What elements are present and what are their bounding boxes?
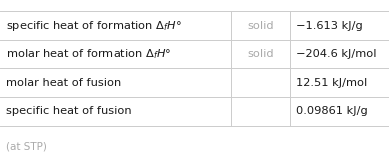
- Text: (at STP): (at STP): [6, 141, 47, 151]
- Text: specific heat of fusion: specific heat of fusion: [6, 106, 131, 116]
- Text: −1.613 kJ/g: −1.613 kJ/g: [296, 21, 363, 31]
- Text: solid: solid: [247, 21, 274, 31]
- Text: −204.6 kJ/mol: −204.6 kJ/mol: [296, 49, 376, 59]
- Text: 12.51 kJ/mol: 12.51 kJ/mol: [296, 78, 367, 88]
- Text: molar heat of fusion: molar heat of fusion: [6, 78, 121, 88]
- Text: specific heat of formation $\Delta_f H°$: specific heat of formation $\Delta_f H°$: [6, 19, 182, 33]
- Text: molar heat of formation $\Delta_f H°$: molar heat of formation $\Delta_f H°$: [6, 47, 172, 61]
- Text: 0.09861 kJ/g: 0.09861 kJ/g: [296, 106, 367, 116]
- Text: solid: solid: [247, 49, 274, 59]
